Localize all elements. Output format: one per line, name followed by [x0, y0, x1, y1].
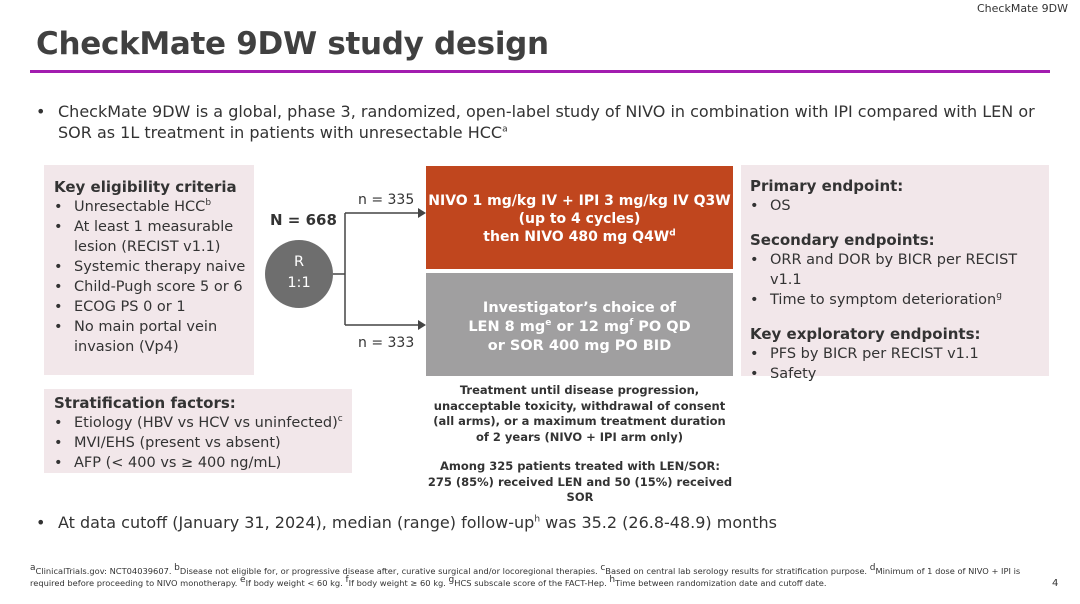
list-item: • Time to symptom deteriorationg	[750, 290, 1049, 310]
list-item-text: Child-Pugh score 5 or 6	[74, 279, 243, 295]
investigator-choice-arm-box: Investigator’s choice of LEN 8 mge or 12…	[426, 273, 733, 376]
list-item-text: PFS by BICR per RECIST v1.1	[770, 346, 979, 362]
bullet-marker: •	[54, 259, 63, 275]
list-item-text: ECOG PS 0 or 1	[74, 299, 186, 315]
randomization-circle: R 1:1	[265, 240, 333, 308]
nivo-ipi-arm-box: NIVO 1 mg/kg IV + IPI 3 mg/kg IV Q3W (up…	[426, 166, 733, 269]
list-item: • Child-Pugh score 5 or 6	[54, 277, 254, 297]
list-item-text: ORR and DOR by BICR per RECIST v1.1	[770, 252, 1018, 288]
bullet-marker: •	[54, 415, 63, 431]
footnote: eIf body weight < 60 kg.	[240, 575, 346, 588]
list-item: • Etiology (HBV vs HCV vs uninfected)c	[54, 413, 352, 433]
randomization-ratio: 1:1	[287, 275, 311, 291]
footnote: cBased on central lab serology results f…	[600, 563, 870, 576]
nivo-arm-line2: (up to 4 cycles)	[518, 211, 641, 227]
stratification-title: Stratification factors:	[54, 394, 236, 412]
len-sor-breakdown-note: Among 325 patients treated with LEN/SOR:…	[427, 459, 733, 504]
bullet-marker: •	[750, 198, 759, 214]
footnote: fIf body weight ≥ 60 kg.	[345, 575, 449, 588]
bullet-marker: •	[36, 513, 46, 532]
bullet-marker: •	[54, 319, 63, 335]
intro-text: CheckMate 9DW is a global, phase 3, rand…	[58, 102, 1035, 142]
list-item: • ORR and DOR by BICR per RECIST v1.1	[750, 250, 1049, 290]
list-item-text: AFP (< 400 vs ≥ 400 ng/mL)	[74, 455, 282, 471]
list-item: • Safety	[750, 364, 1049, 384]
primary-endpoint-list: • OS	[750, 196, 1049, 216]
list-item-text: Safety	[770, 366, 817, 382]
secondary-endpoints-title: Secondary endpoints:	[750, 231, 935, 249]
bullet-marker: •	[54, 199, 63, 215]
randomization-r: R	[293, 254, 305, 270]
bullet-marker: •	[750, 346, 759, 362]
inv-arm-line1: Investigator’s choice of	[482, 300, 677, 316]
bullet-marker: •	[750, 292, 759, 308]
page-number: 4	[1052, 578, 1059, 589]
title-divider	[30, 70, 1050, 73]
footnotes: aClinicalTrials.gov: NCT04039607. bDisea…	[30, 563, 1030, 589]
primary-endpoint-title: Primary endpoint:	[750, 177, 904, 195]
list-item: • PFS by BICR per RECIST v1.1	[750, 344, 1049, 364]
bullet-marker: •	[750, 252, 759, 268]
footnote: dMinimum of 1 dose of NIVO + IPI is requ…	[30, 563, 1021, 588]
list-item: • AFP (< 400 vs ≥ 400 ng/mL)	[54, 453, 352, 473]
bullet-marker: •	[54, 455, 63, 471]
treatment-duration-note: Treatment until disease progression, una…	[433, 383, 726, 444]
list-item-text: OS	[770, 198, 791, 214]
header-tag: CheckMate 9DW	[977, 2, 1068, 15]
bullet-marker: •	[54, 299, 63, 315]
exploratory-endpoints-list: • PFS by BICR per RECIST v1.1 • Safety	[750, 344, 1049, 384]
inv-arm-line2: LEN 8 mge or 12 mgf PO QD	[468, 318, 691, 335]
endpoints-panel: Primary endpoint: • OS Secondary endpoint…	[741, 165, 1049, 382]
list-item: • ECOG PS 0 or 1	[54, 297, 254, 317]
footnote: aClinicalTrials.gov: NCT04039607.	[30, 563, 175, 576]
list-item-text: Unresectable HCCb	[74, 198, 212, 215]
nivo-arm-line3: then NIVO 480 mg Q4Wd	[483, 228, 676, 245]
bullet-marker: •	[54, 435, 63, 451]
page-title: CheckMate 9DW study design	[36, 26, 549, 62]
list-item-text: Etiology (HBV vs HCV vs uninfected)c	[74, 414, 343, 431]
exploratory-endpoints-title: Key exploratory endpoints:	[750, 325, 981, 343]
list-item-text: At least 1 measurable lesion (RECIST v1.…	[74, 219, 234, 255]
footnote: bDisease not eligible for, or progressiv…	[174, 563, 601, 576]
data-cutoff-bullet: • At data cutoff (January 31, 2024), med…	[36, 513, 777, 532]
eligibility-title: Key eligibility criteria	[54, 178, 237, 196]
list-item: • MVI/EHS (present vs absent)	[54, 433, 352, 453]
n-total-label: N = 668	[270, 211, 337, 229]
stratification-panel: Stratification factors: • Etiology (HBV v…	[44, 389, 352, 473]
list-item: • Unresectable HCCb	[54, 197, 254, 217]
intro-bullet: • CheckMate 9DW is a global, phase 3, ra…	[36, 101, 1046, 143]
list-item-text: No main portal vein invasion (Vp4)	[74, 319, 218, 355]
inv-arm-line3: or SOR 400 mg PO BID	[487, 338, 672, 354]
nivo-arm-line1: NIVO 1 mg/kg IV + IPI 3 mg/kg IV Q3W	[428, 193, 731, 209]
list-item: • Systemic therapy naive	[54, 257, 254, 277]
list-item: • No main portal vein invasion (Vp4)	[54, 317, 254, 357]
list-item-text: Time to symptom deteriorationg	[770, 291, 1002, 308]
secondary-endpoints-list: • ORR and DOR by BICR per RECIST v1.1 • Tim…	[750, 250, 1049, 310]
bullet-marker: •	[36, 102, 46, 121]
list-item: • At least 1 measurable lesion (RECIST v1…	[54, 217, 254, 257]
arrow-head-bottom	[418, 320, 426, 330]
n-bottom-arm: n = 333	[358, 335, 415, 351]
eligibility-panel: Key eligibility criteria • Unresectable H…	[44, 165, 254, 375]
bullet-marker: •	[750, 366, 759, 382]
footnote: hTime between randomization date and cut…	[609, 575, 827, 588]
list-item: • OS	[750, 196, 1049, 216]
bullet-marker: •	[54, 279, 63, 295]
eligibility-list: • Unresectable HCCb • At least 1 measurable…	[54, 197, 254, 357]
footnote: gHCS subscale score of the FACT-Hep.	[448, 575, 610, 588]
list-item-text: MVI/EHS (present vs absent)	[74, 435, 281, 451]
list-item-text: Systemic therapy naive	[74, 259, 246, 275]
stratification-list: • Etiology (HBV vs HCV vs uninfected)c • MV…	[54, 413, 352, 473]
arrow-head-top	[418, 208, 426, 218]
data-cutoff-text: At data cutoff (January 31, 2024), media…	[58, 513, 778, 532]
n-top-arm: n = 335	[358, 192, 415, 208]
bullet-marker: •	[54, 219, 63, 235]
